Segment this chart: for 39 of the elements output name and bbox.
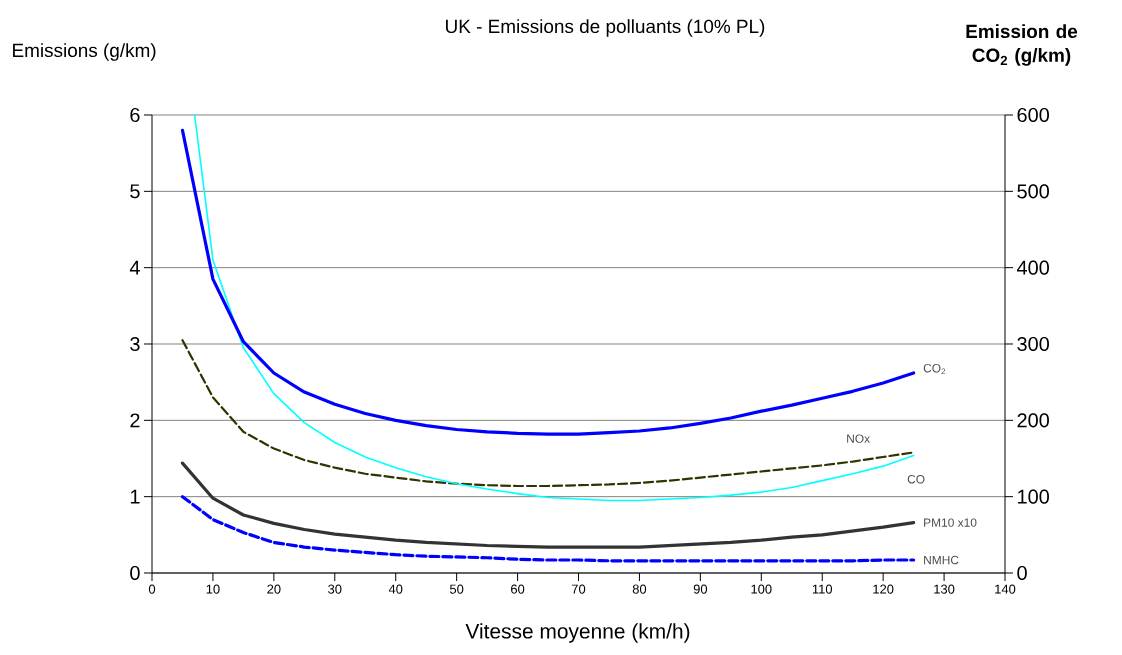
x-tick-label: 20: [267, 584, 281, 594]
y-axis-title: Emissions (g/km): [13, 43, 156, 61]
x-tick-label: 70: [571, 584, 586, 594]
series-label: NOx: [847, 434, 870, 443]
y-tick-label: 2: [130, 413, 140, 428]
x-tick-label: 140: [995, 584, 1016, 594]
y2-tick-label: 200: [1017, 413, 1049, 428]
y-tick-label: 3: [130, 336, 140, 352]
y-tick-label: 6: [130, 107, 140, 123]
series-label: NMHC: [924, 555, 959, 565]
x-tick-label: 40: [388, 584, 403, 594]
y-tick-label: 0: [130, 565, 140, 581]
x-tick-label: 0: [148, 584, 156, 594]
x-tick-label: 60: [511, 584, 525, 594]
x-tick-label: 10: [206, 584, 220, 594]
x-tick-label: 120: [873, 584, 894, 594]
x-tick-label: 50: [449, 584, 464, 594]
x-tick-label: 30: [328, 584, 342, 594]
y2-tick-label: 500: [1017, 184, 1049, 199]
chart-title: UK - Emissions de polluants (10% PL): [446, 19, 765, 37]
x-tick-label: 80: [632, 584, 647, 594]
x-tick-label: 130: [934, 584, 955, 594]
text: Emission de CO$_{2}$ (g/km): [966, 24, 1078, 66]
y-tick-label: 1: [130, 489, 140, 504]
y2-tick-label: 100: [1018, 489, 1049, 504]
y2-tick-label: 300: [1017, 336, 1049, 352]
line-series: [180, 128, 916, 436]
series-label: CO: [907, 474, 925, 484]
x-tick-label: 110: [812, 584, 833, 594]
x-tick-label: 100: [751, 584, 772, 594]
x-tick-label: 90: [693, 584, 708, 594]
y2-tick-label: 600: [1017, 107, 1049, 123]
y2-tick-label: 400: [1016, 260, 1049, 275]
x-axis-title: Vitesse moyenne (km/h): [465, 623, 690, 643]
y2-tick-label: 0: [1017, 565, 1027, 581]
series-label: PM10 x10: [924, 518, 977, 527]
y-tick-label: 4: [129, 260, 140, 275]
series-label: CO$_{2}$: [923, 363, 946, 375]
y-tick-label: 5: [130, 184, 140, 199]
